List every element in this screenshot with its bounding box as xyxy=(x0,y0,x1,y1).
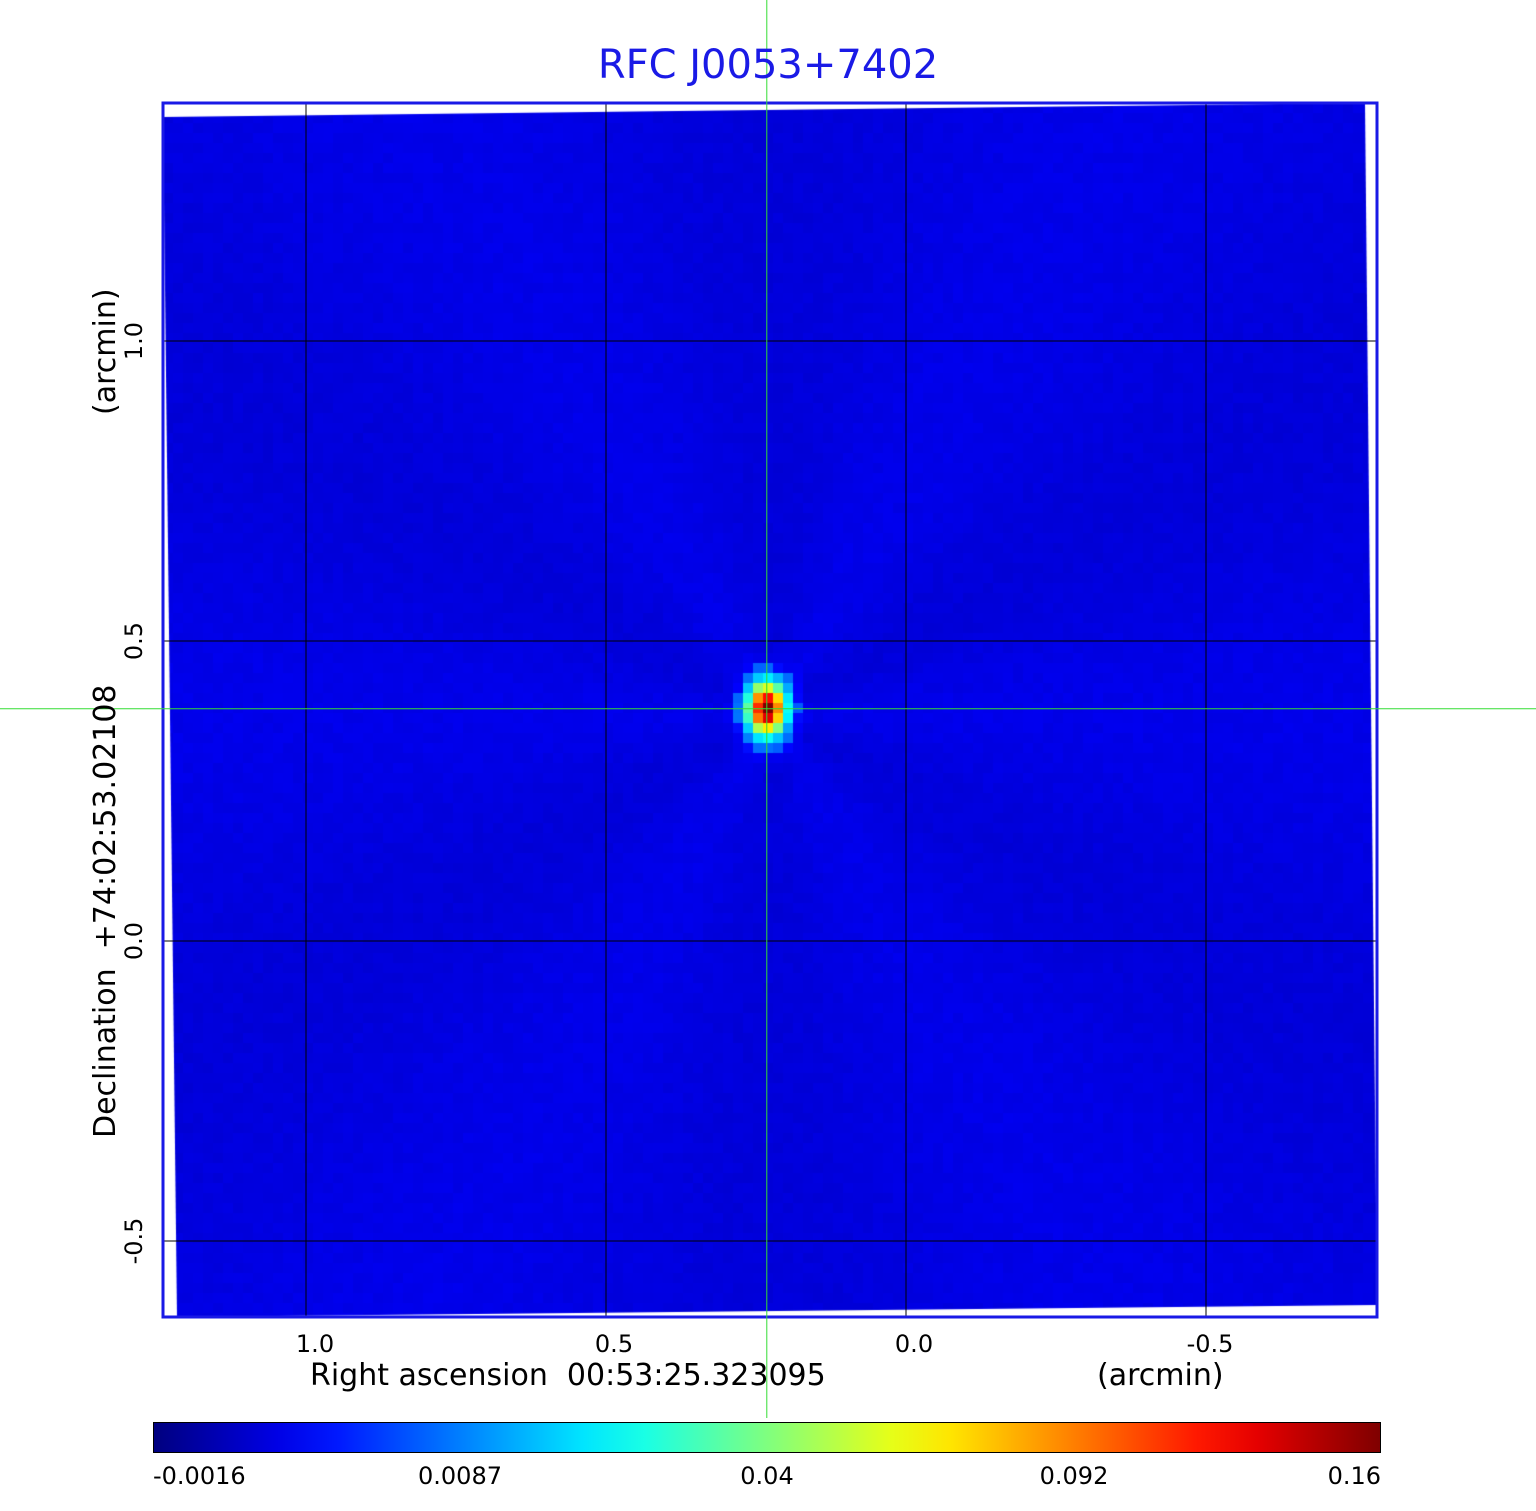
x-axis-label: Right ascension 00:53:25.323095 xyxy=(310,1358,826,1393)
colorbar-tick-label: 0.092 xyxy=(1039,1462,1109,1490)
x-tick-label: 0.5 xyxy=(594,1330,634,1358)
chart-title: RFC J0053+7402 xyxy=(597,42,939,88)
y-axis-label: Declination +74:02:53.02108 xyxy=(88,684,123,1138)
plot-frame xyxy=(161,101,1379,1319)
x-tick-label: 1.0 xyxy=(295,1330,335,1358)
x-tick-label: 0.0 xyxy=(894,1330,934,1358)
colorbar xyxy=(153,1422,1381,1453)
colorbar-tick-label: 0.0087 xyxy=(418,1462,502,1490)
y-tick-label: 0.0 xyxy=(120,921,148,961)
colorbar-tick-label: -0.0016 xyxy=(153,1462,246,1490)
x-axis-unit: (arcmin) xyxy=(1097,1358,1224,1393)
y-axis-unit: (arcmin) xyxy=(88,288,123,415)
y-tick-label: 0.5 xyxy=(120,621,148,661)
colorbar-tick-label: 0.16 xyxy=(1327,1462,1381,1490)
y-tick-label: 1.0 xyxy=(120,321,148,361)
colorbar-tick-label: 0.04 xyxy=(740,1462,794,1490)
x-tick-label: -0.5 xyxy=(1186,1330,1234,1358)
y-tick-label: -0.5 xyxy=(120,1217,148,1265)
